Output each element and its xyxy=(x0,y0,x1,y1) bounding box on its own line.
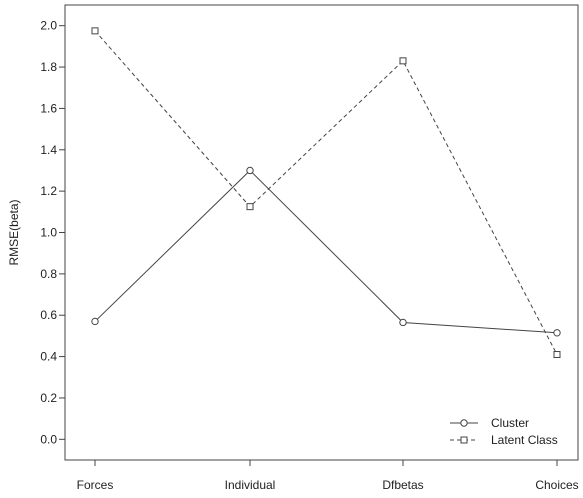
x-tick-label-0: Forces xyxy=(77,478,114,492)
y-tick-label-6: 1.2 xyxy=(40,184,57,198)
y-tick-label-3: 0.6 xyxy=(40,308,57,322)
point-1-2 xyxy=(399,57,407,65)
point-0-0 xyxy=(91,317,99,326)
x-tick-label-3: Choices xyxy=(535,478,578,492)
point-0-2 xyxy=(399,318,407,327)
point-1-1 xyxy=(246,203,254,211)
legend-marker-1 xyxy=(460,436,468,444)
point-1-0 xyxy=(91,27,99,35)
point-1-3 xyxy=(553,351,561,359)
y-tick-label-4: 0.8 xyxy=(40,267,57,281)
series-1 xyxy=(91,27,561,359)
y-axis-title: RMSE(beta) xyxy=(7,199,21,265)
y-tick-label-1: 0.2 xyxy=(40,391,57,405)
x-axis: Forces Individual Dfbetas Choices xyxy=(77,460,579,492)
plot-frame xyxy=(64,4,579,461)
legend-item-1: Latent Class xyxy=(450,433,558,447)
legend-label-0: Cluster xyxy=(491,416,529,430)
legend-label-1: Latent Class xyxy=(491,433,558,447)
legend-item-0: Cluster xyxy=(450,416,529,430)
point-0-1 xyxy=(246,166,254,175)
y-tick-label-0: 0.0 xyxy=(40,432,57,446)
y-tick-label-9: 1.8 xyxy=(40,60,57,74)
series-line-1 xyxy=(94,30,558,355)
x-tick-label-2: Dfbetas xyxy=(382,478,423,492)
series-layer xyxy=(91,27,561,359)
series-line-0 xyxy=(94,169,558,334)
series-0 xyxy=(91,166,561,337)
y-tick-label-10: 2.0 xyxy=(40,19,57,33)
y-tick-label-2: 0.4 xyxy=(40,350,57,364)
y-tick-label-5: 1.0 xyxy=(40,226,57,240)
y-tick-label-7: 1.4 xyxy=(40,143,57,157)
point-0-3 xyxy=(553,329,561,337)
legend-marker-0 xyxy=(460,419,468,427)
legend: Cluster Latent Class xyxy=(450,416,558,447)
y-axis: 0.0 0.2 0.4 0.6 0.8 1.0 1.2 1.4 1.6 1.8 2.0 xyxy=(40,19,65,446)
y-tick-label-8: 1.6 xyxy=(40,101,57,115)
x-tick-label-1: Individual xyxy=(225,478,276,492)
